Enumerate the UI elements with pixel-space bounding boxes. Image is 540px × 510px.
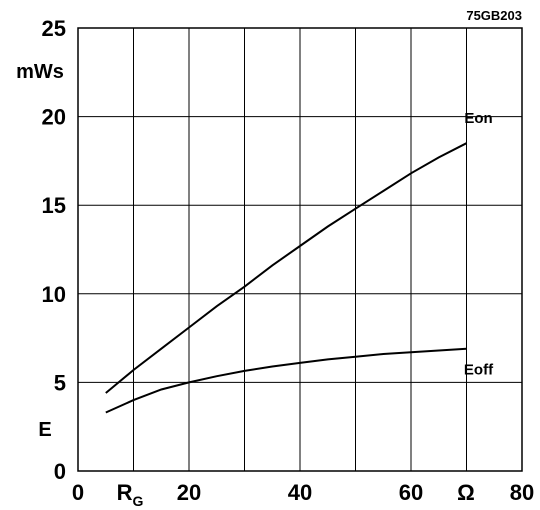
- x-tick-label: 0: [72, 480, 84, 505]
- series-label-eoff: Eoff: [464, 362, 494, 379]
- y-tick-label: 20: [42, 105, 66, 130]
- x-tick-label: 40: [288, 480, 312, 505]
- series-line-eon: [105, 142, 467, 394]
- y-tick-label: 5: [54, 370, 66, 395]
- figure-code: 75GB203: [466, 8, 522, 23]
- y-unit-label: mWs: [16, 61, 64, 83]
- curves: Eon Eoff: [105, 110, 494, 414]
- y-tick-label: 15: [42, 193, 66, 218]
- grid: [78, 28, 522, 471]
- tick-labels: 0 20 40 60 80 0 5 10 15 20 25: [42, 16, 535, 505]
- x-axis-symbol: RG: [117, 480, 144, 509]
- x-unit-label: Ω: [457, 480, 475, 505]
- x-tick-label: 60: [399, 480, 423, 505]
- series-line-eoff: [105, 347, 467, 414]
- x-tick-label: 20: [177, 480, 201, 505]
- y-tick-label: 25: [42, 16, 66, 41]
- y-axis-symbol: E: [38, 419, 51, 441]
- x-tick-label: 80: [510, 480, 534, 505]
- series-label-eon: Eon: [464, 110, 492, 127]
- y-tick-label: 0: [54, 459, 66, 484]
- plot-frame: [77, 27, 523, 472]
- y-tick-label: 10: [42, 282, 66, 307]
